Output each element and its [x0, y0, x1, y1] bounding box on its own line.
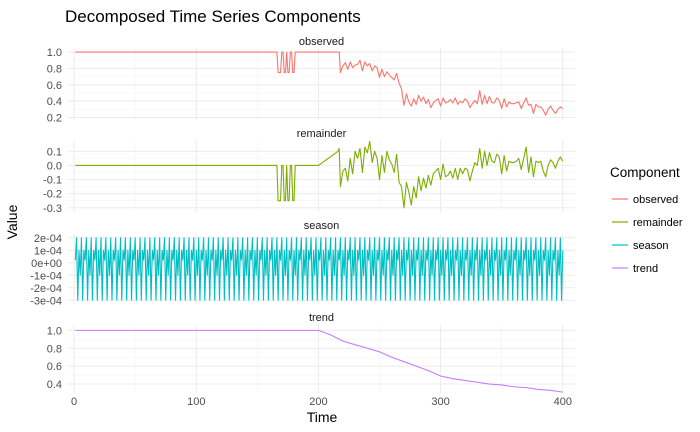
y-tick-label: 0.4 — [47, 96, 62, 108]
y-tick-label: 0.6 — [47, 80, 62, 92]
panel-observed: 0.2 0.4 0.6 0.8 1.0 observed — [47, 36, 575, 125]
legend-label-remainder: remainder — [633, 217, 683, 229]
x-axis-title: Time — [307, 409, 338, 425]
y-tick-label: -3e-04 — [30, 295, 62, 307]
facet-label-trend: trend — [309, 312, 334, 324]
y-tick-label: 1.0 — [47, 47, 62, 59]
facet-label-observed: observed — [299, 36, 344, 48]
facet-label-remainder: remainder — [297, 128, 347, 140]
x-tick-label: 0 — [71, 396, 77, 408]
y-tick-label: -1e-04 — [30, 270, 62, 282]
x-tick-label: 200 — [309, 396, 327, 408]
y-tick-label: -0.3 — [43, 203, 62, 215]
panel-remainder: -0.3 -0.2 -0.1 0.0 0.1 remainder — [43, 128, 575, 215]
legend-label-observed: observed — [633, 194, 678, 206]
y-tick-label: 1e-04 — [34, 245, 62, 257]
facet-panels: 0.2 0.4 0.6 0.8 1.0 observed -0.3 -0.2 -0.1 0.0 0.… — [30, 36, 575, 393]
series-line-season — [74, 237, 564, 301]
y-tick-label: 0.6 — [47, 361, 62, 373]
y-axis-title: Value — [4, 204, 20, 239]
series-line-observed — [75, 51, 564, 116]
y-tick-label: 0.2 — [47, 113, 62, 125]
y-tick-label: 0.8 — [47, 343, 62, 355]
x-axis: 0 100 200 300 400 — [71, 396, 572, 408]
y-tick-label: 0.4 — [47, 379, 62, 391]
y-tick-label: -0.1 — [43, 175, 62, 187]
y-tick-label: 2e-04 — [34, 233, 62, 245]
series-line-remainder — [75, 140, 564, 209]
y-tick-label: 1.0 — [47, 325, 62, 337]
x-tick-label: 300 — [431, 396, 449, 408]
x-tick-label: 400 — [554, 396, 572, 408]
x-tick-label: 100 — [187, 396, 205, 408]
panel-trend: 0.4 0.6 0.8 1.0 trend — [47, 312, 575, 393]
series-line-trend — [75, 329, 563, 393]
y-tick-label: -0.2 — [43, 189, 62, 201]
chart-title: Decomposed Time Series Components — [65, 7, 361, 26]
y-tick-label: 0.8 — [47, 63, 62, 75]
y-tick-label: 0.1 — [47, 146, 62, 158]
legend-title: Component — [610, 165, 680, 180]
legend-label-season: season — [633, 240, 668, 252]
y-tick-label: -2e-04 — [30, 283, 62, 295]
y-tick-label: 0.0 — [47, 160, 62, 172]
facet-label-season: season — [304, 220, 339, 232]
legend-label-trend: trend — [633, 263, 658, 275]
y-tick-label: 0e+00 — [31, 258, 62, 270]
legend: Component observed remainder season trend — [610, 165, 683, 275]
